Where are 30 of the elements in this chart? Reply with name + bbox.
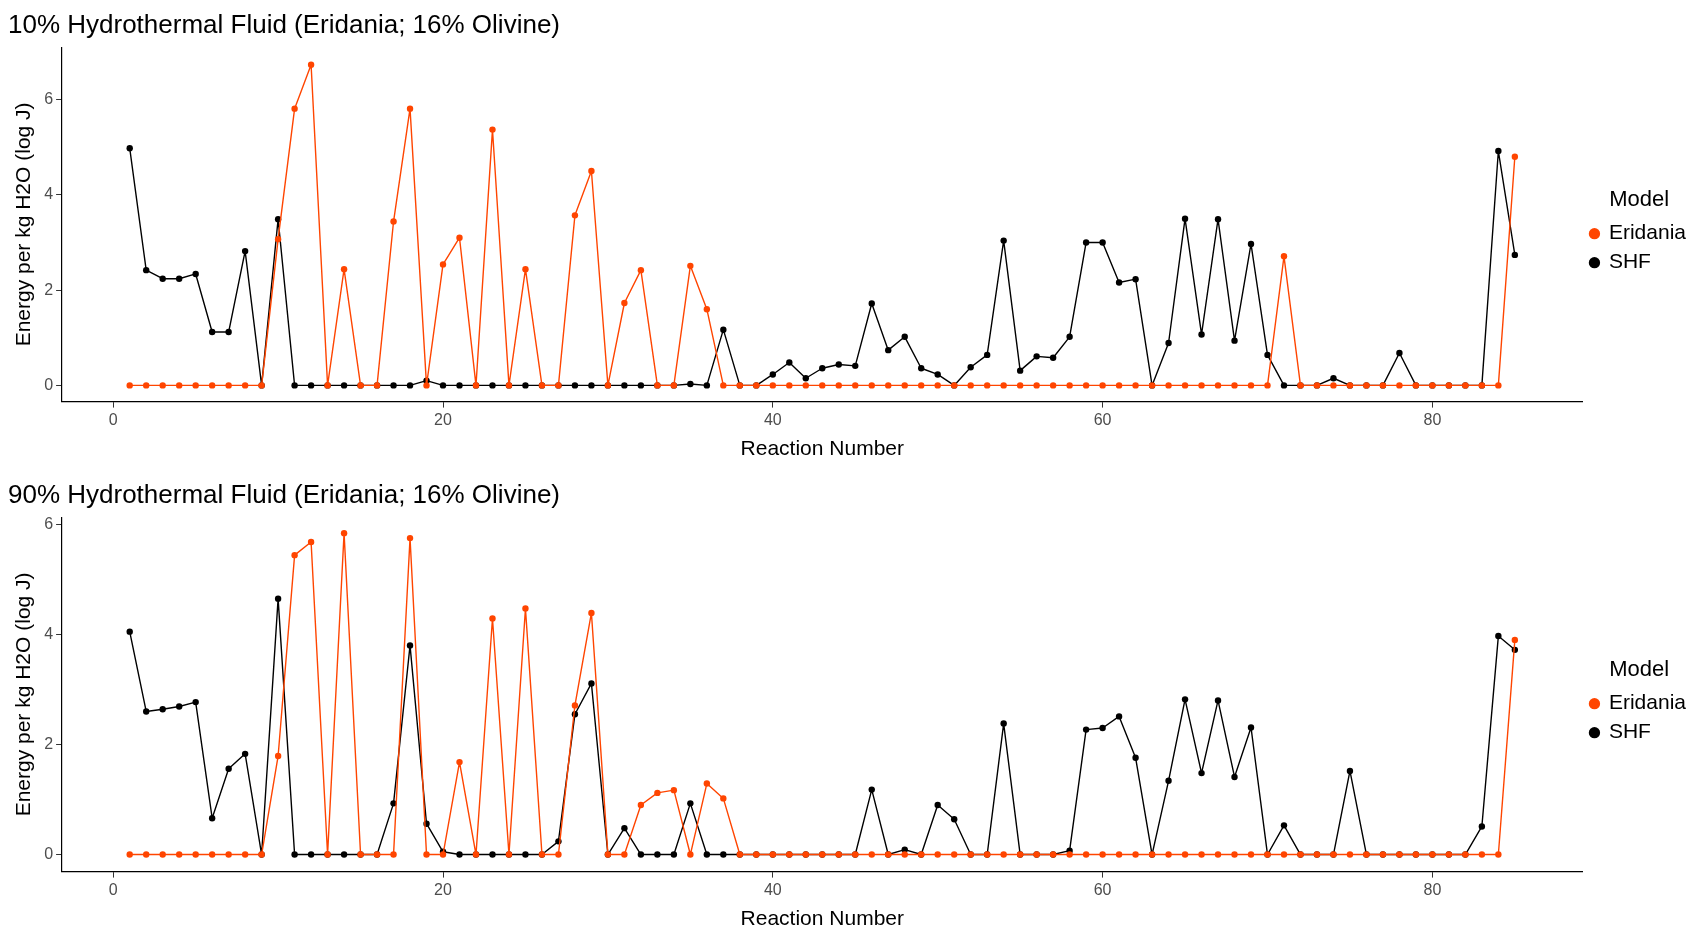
y-tick-label: 6 xyxy=(44,90,54,107)
y-axis-title: Energy per kg H2O (log J) xyxy=(11,102,35,347)
y-tick-label: 2 xyxy=(44,734,54,752)
y-tick-label: 0 xyxy=(44,844,54,862)
legend-label: SHF xyxy=(1608,249,1651,273)
x-tick-label: 80 xyxy=(1423,410,1442,428)
legend-label: Eridania xyxy=(1608,220,1687,244)
x-tick-label: 60 xyxy=(1093,880,1112,898)
legend-title: Model xyxy=(1609,185,1670,211)
y-tick-label: 0 xyxy=(44,375,54,393)
y-axis-title: Energy per kg H2O (log J) xyxy=(11,572,35,817)
chart-title: 90% Hydrothermal Fluid (Eridania; 16% Olivine) xyxy=(8,478,561,509)
x-tick-label: 80 xyxy=(1423,880,1442,898)
x-tick-label: 0 xyxy=(108,880,118,898)
x-tick-label: 20 xyxy=(434,880,453,898)
x-tick-label: 40 xyxy=(763,410,782,428)
y-tick-label: 4 xyxy=(44,624,54,642)
chart-title: 10% Hydrothermal Fluid (Eridania; 16% Olivine) xyxy=(8,8,561,39)
legend-label: Eridania xyxy=(1608,690,1687,714)
y-tick-label: 2 xyxy=(44,280,54,298)
legend-title: Model xyxy=(1609,655,1670,681)
x-tick-label: 20 xyxy=(434,410,453,428)
x-axis-title: Reaction Number xyxy=(740,436,904,460)
x-tick-label: 60 xyxy=(1093,410,1112,428)
x-tick-label: 0 xyxy=(108,410,118,428)
y-tick-label: 6 xyxy=(44,514,54,532)
x-axis-title: Reaction Number xyxy=(740,906,904,930)
x-tick-label: 40 xyxy=(763,880,782,898)
legend-label: SHF xyxy=(1608,719,1651,743)
y-tick-label: 4 xyxy=(44,185,54,203)
